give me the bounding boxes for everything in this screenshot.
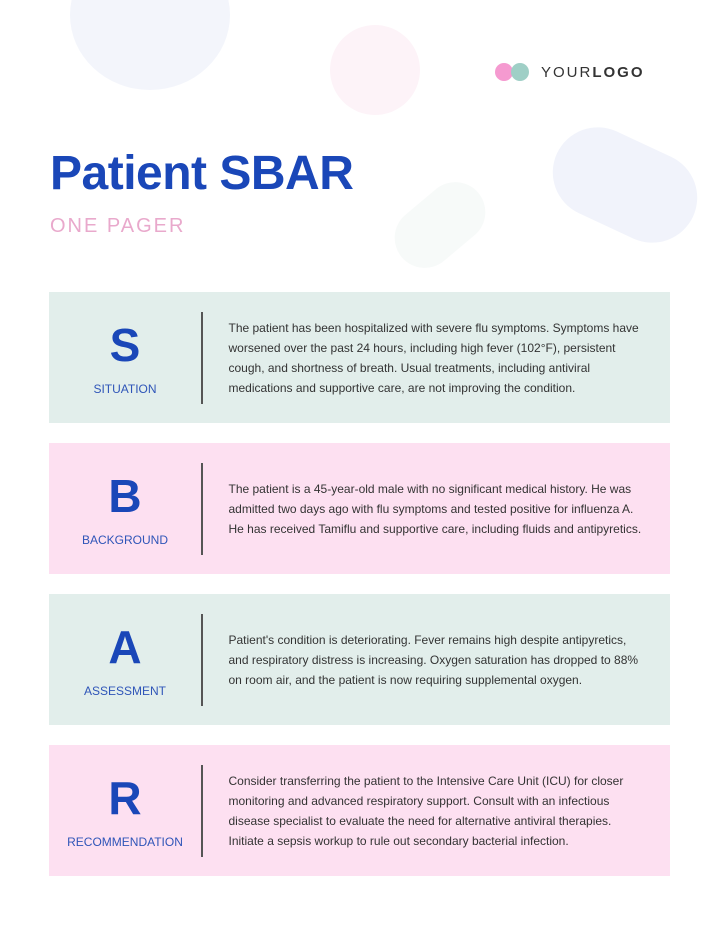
decorative-pill-shape xyxy=(330,25,420,115)
section-letter: S xyxy=(109,318,141,371)
decorative-pill-shape xyxy=(538,112,712,258)
decorative-pill-shape xyxy=(70,0,230,90)
page-subtitle: ONE PAGER xyxy=(50,215,186,237)
divider xyxy=(201,764,203,857)
section-text: Patient's condition is deteriorating. Fe… xyxy=(228,632,639,687)
logo-text-light: YOUR xyxy=(541,63,593,81)
divider xyxy=(201,462,203,555)
logo-dot-pink xyxy=(495,63,513,81)
section-label: BACKGROUND xyxy=(81,532,168,547)
section-assessment: A ASSESSMENT Patient's condition is deter… xyxy=(49,594,670,725)
logo-text: YOURLOGO xyxy=(541,64,645,81)
section-letter: R xyxy=(108,771,142,824)
section-label: ASSESSMENT xyxy=(83,683,167,698)
decorative-pill-shape xyxy=(382,169,498,281)
page-title: Patient SBAR xyxy=(50,147,354,200)
divider xyxy=(201,311,203,404)
section-situation: S SITUATION The patient has been hospital… xyxy=(49,292,670,423)
section-label: RECOMMENDATION xyxy=(67,834,183,849)
section-background: B BACKGROUND The patient is a 45-year-old… xyxy=(49,443,670,574)
section-text: Consider transferring the patient to the… xyxy=(228,773,624,848)
section-label: SITUATION xyxy=(93,381,157,396)
divider xyxy=(201,613,203,706)
logo: YOURLOGO xyxy=(495,63,645,81)
section-letter: B xyxy=(108,469,142,522)
logo-dot-teal xyxy=(511,63,529,81)
logo-text-bold: LOGO xyxy=(592,63,645,81)
section-letter: A xyxy=(108,620,142,673)
section-text: The patient has been hospitalized with s… xyxy=(228,320,639,395)
section-text: The patient is a 45-year-old male with n… xyxy=(228,481,642,536)
section-recommendation: R RECOMMENDATION Consider transferring th… xyxy=(49,745,670,876)
